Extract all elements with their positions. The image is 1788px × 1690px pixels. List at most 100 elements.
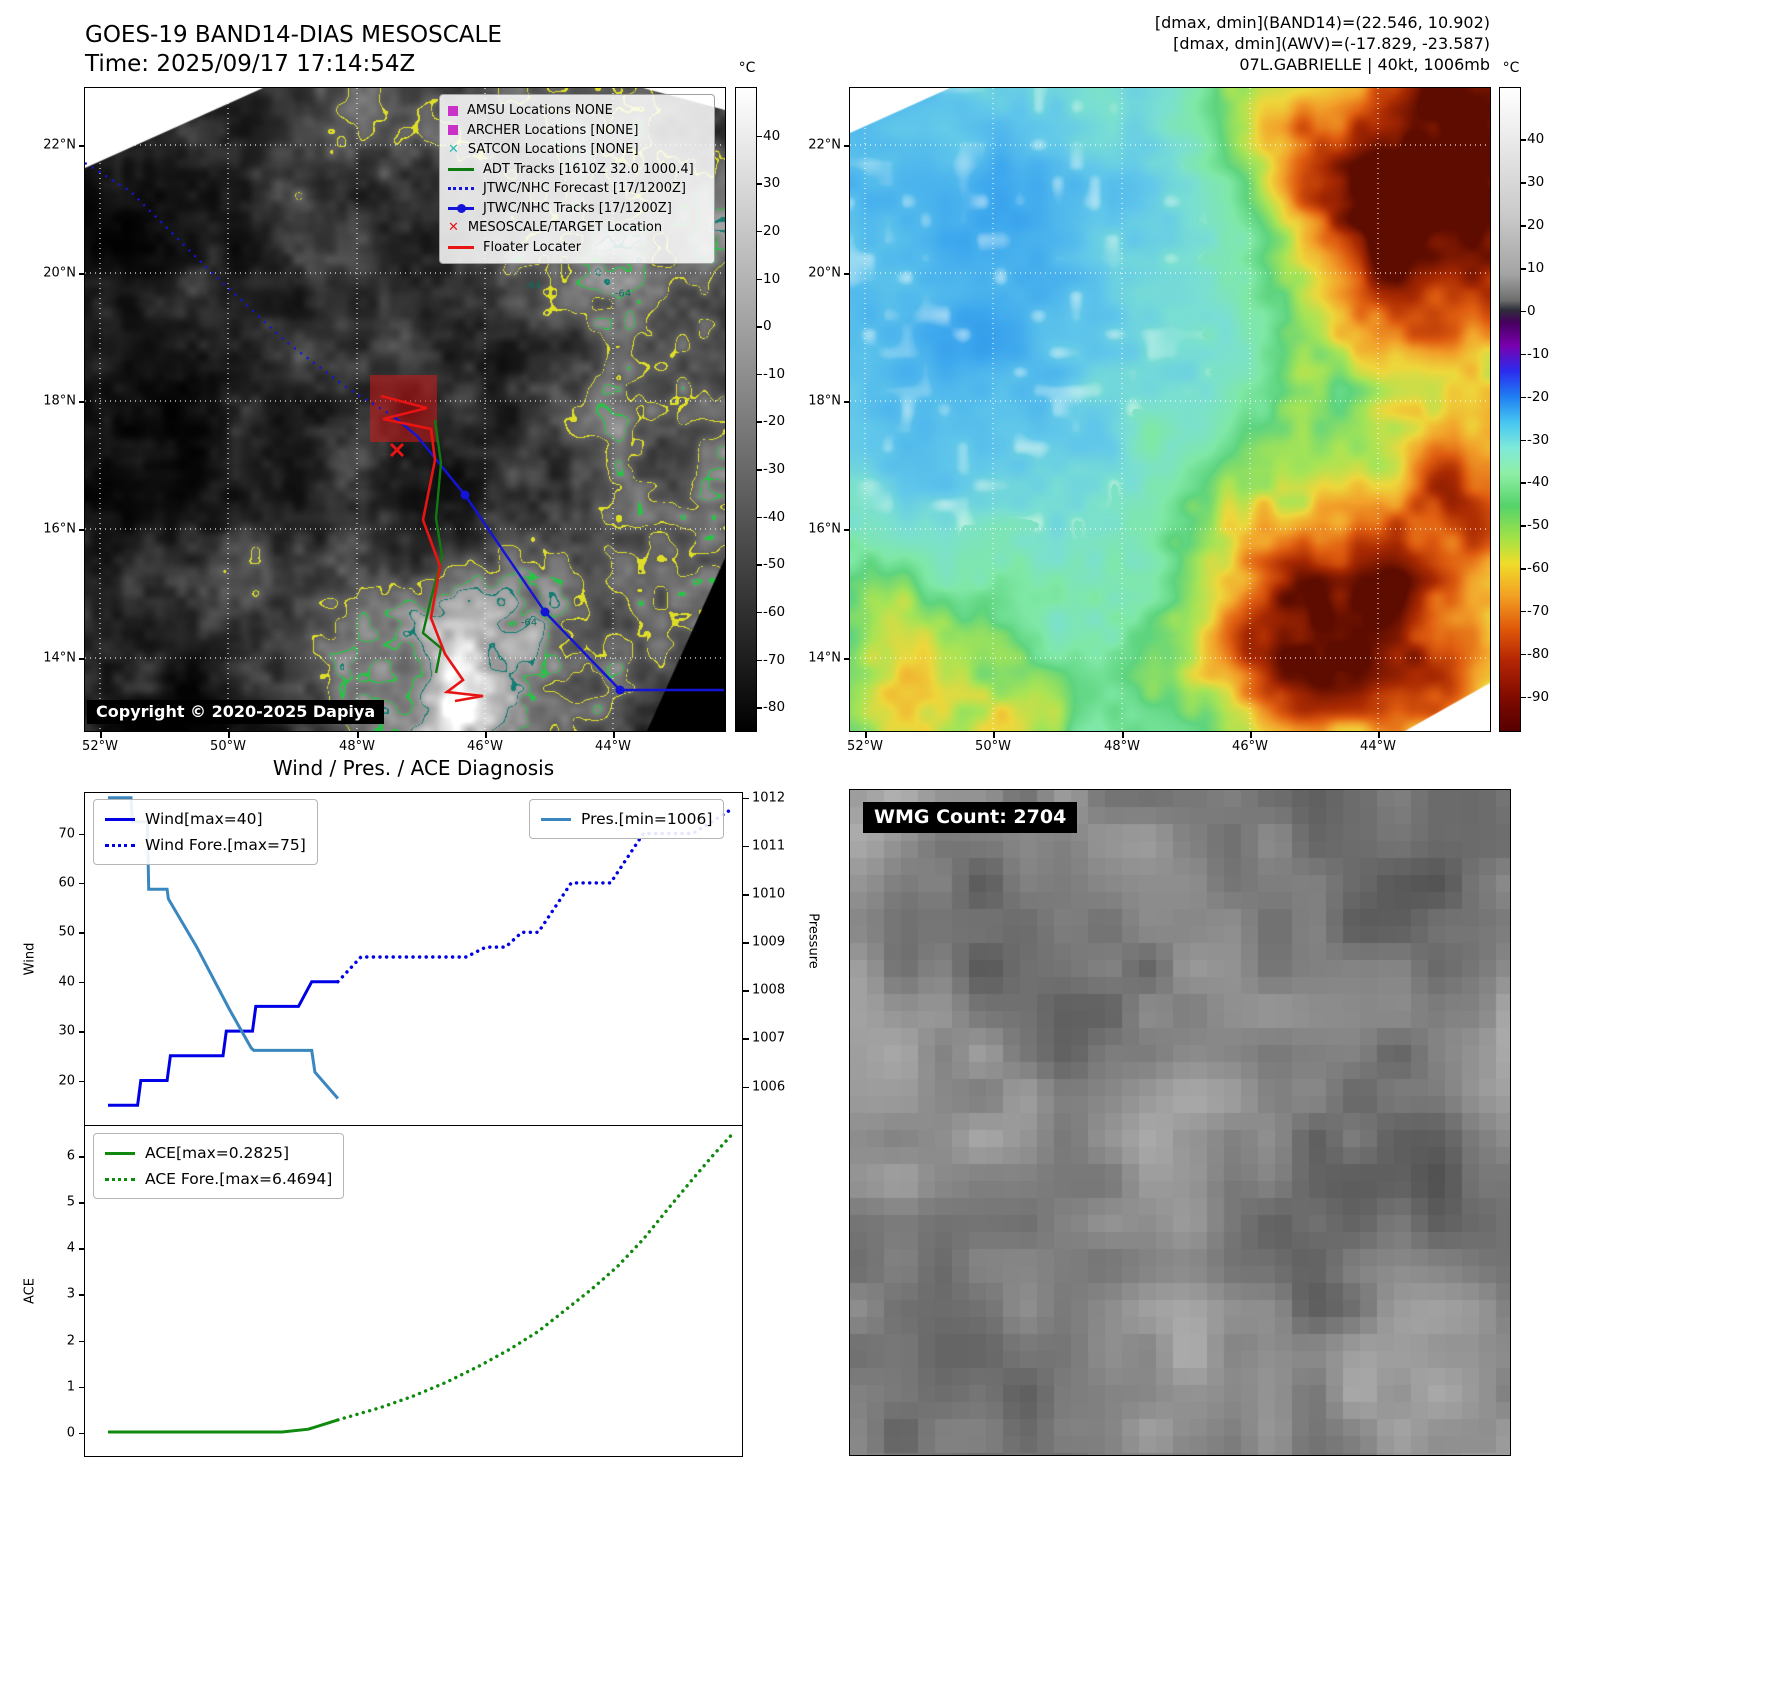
colorbar-tick-mark xyxy=(1521,310,1526,313)
legend-label: ACE Fore.[max=6.4694] xyxy=(145,1170,333,1188)
colorbar-tick-label: -30 xyxy=(1527,431,1550,448)
awv-colorbar-unit: °C xyxy=(1502,60,1520,76)
lat-tick-mark xyxy=(844,529,850,531)
y-tick-label: 5 xyxy=(66,1194,75,1210)
colorbar-tick-mark xyxy=(1521,568,1526,570)
awv-header: [dmax, dmin](BAND14)=(22.546, 10.902) [d… xyxy=(900,12,1490,75)
colorbar-tick-label: 30 xyxy=(1527,174,1545,191)
y-tick-mark xyxy=(79,882,85,885)
colorbar-tick-label: 40 xyxy=(763,127,781,144)
y-tick-mark xyxy=(79,1340,85,1343)
lon-tick-mark xyxy=(1122,732,1124,738)
colorbar-tick-label: -80 xyxy=(1527,645,1550,662)
jtwc-track xyxy=(392,415,724,692)
y-tick-label: 40 xyxy=(58,974,75,990)
colorbar-tick-mark xyxy=(757,278,762,281)
colorbar-tick-label: -40 xyxy=(763,508,786,525)
adt-track xyxy=(421,419,444,674)
y-tick-mark xyxy=(79,1432,85,1435)
colorbar-tick-label: -10 xyxy=(763,365,786,382)
colorbar-tick-mark xyxy=(1521,482,1526,484)
y-tick-mark xyxy=(79,1031,85,1033)
legend-label: Wind[max=40] xyxy=(145,810,263,828)
colorbar-tick-label: -70 xyxy=(1527,602,1550,619)
colorbar-tick-label: -50 xyxy=(1527,517,1550,534)
pressure-axis-label: Pressure xyxy=(805,913,821,969)
y-tick-mark xyxy=(743,845,749,848)
colorbar-tick-label: -90 xyxy=(1527,688,1550,705)
legend-item: Wind Fore.[max=75] xyxy=(105,832,306,858)
y-tick-label: 4 xyxy=(66,1240,75,1256)
colorbar-tick-mark xyxy=(757,326,762,328)
lon-tick-mark xyxy=(485,732,487,738)
ace-legend: ACE[max=0.2825] ACE Fore.[max=6.4694] xyxy=(93,1133,345,1199)
wind-line-swatch xyxy=(105,817,135,821)
map-legend: AMSU Locations NONE ARCHER Locations [NON… xyxy=(439,94,715,264)
colorbar-tick-mark xyxy=(757,135,762,138)
dotted-marker-icon xyxy=(448,187,474,191)
y-tick-label: 1011 xyxy=(752,838,786,854)
y-tick-mark xyxy=(79,1248,85,1250)
lon-tick-mark xyxy=(357,732,359,738)
map-legend-label: JTWC/NHC Forecast [17/1200Z] xyxy=(483,181,686,196)
y-tick-label: 3 xyxy=(66,1286,75,1302)
y-tick-mark xyxy=(743,797,749,800)
map-legend-item: JTWC/NHC Forecast [17/1200Z] xyxy=(448,179,706,199)
colorbar-tick-mark xyxy=(757,373,762,376)
y-tick-mark xyxy=(743,894,749,896)
lon-tick-mark xyxy=(228,732,230,738)
ace-line-swatch xyxy=(105,1151,135,1155)
colorbar-tick-label: -20 xyxy=(1527,388,1550,405)
band14-time: Time: 2025/09/17 17:14:54Z xyxy=(85,51,416,77)
jtwc-track-point xyxy=(615,685,625,695)
lat-tick-label: 22°N xyxy=(43,137,76,153)
lon-tick-label: 46°W xyxy=(467,739,503,754)
line-marker-icon xyxy=(448,167,474,171)
dmax-dmin-awv: [dmax, dmin](AWV)=(-17.829, -23.587) xyxy=(1173,34,1490,53)
colorbar-tick-mark xyxy=(757,421,762,423)
lon-tick-label: 44°W xyxy=(1360,739,1396,754)
line-marker-icon xyxy=(448,245,474,249)
pressure-legend: Pres.[min=1006] xyxy=(529,799,725,839)
contour-value-label: -64 xyxy=(524,280,542,292)
map-legend-label: ARCHER Locations [NONE] xyxy=(467,122,639,138)
dmax-dmin-band14: [dmax, dmin](BAND14)=(22.546, 10.902) xyxy=(1154,13,1490,32)
colorbar-tick-mark xyxy=(1521,653,1526,656)
colorbar-tick-label: -40 xyxy=(1527,474,1550,491)
lon-tick-label: 48°W xyxy=(339,739,375,754)
map-legend-label: AMSU Locations NONE xyxy=(467,103,613,118)
y-tick-label: 50 xyxy=(58,924,75,940)
awv-satellite-image xyxy=(850,88,1490,731)
lat-tick-label: 20°N xyxy=(43,265,76,281)
y-tick-mark xyxy=(743,990,749,992)
y-tick-label: 1 xyxy=(66,1379,75,1395)
band14-map-overlay xyxy=(85,88,725,731)
y-tick-label: 0 xyxy=(66,1425,75,1441)
lon-tick-label: 50°W xyxy=(975,739,1011,754)
colorbar-tick-mark xyxy=(757,659,762,662)
colorbar-tick-mark xyxy=(757,230,762,233)
y-tick-mark xyxy=(79,1386,85,1389)
y-tick-mark xyxy=(79,833,85,835)
map-legend-item: Floater Locater xyxy=(448,238,706,258)
lat-tick-label: 22°N xyxy=(808,137,841,153)
contour-value-label: -64 xyxy=(520,617,538,629)
band14-map: AMSU Locations NONE ARCHER Locations [NON… xyxy=(84,87,726,732)
lat-tick-label: 20°N xyxy=(808,265,841,281)
map-legend-item: AMSU Locations NONE xyxy=(448,101,706,121)
contour-value-label: -64 xyxy=(614,288,632,300)
x-marker-icon: ✕ xyxy=(448,220,459,236)
band14-colorbar xyxy=(735,87,757,732)
lat-tick-label: 18°N xyxy=(43,393,76,409)
wmg-image xyxy=(850,790,1510,1455)
lon-tick-mark xyxy=(1378,732,1380,738)
lon-tick-label: 52°W xyxy=(847,739,883,754)
lat-tick-label: 18°N xyxy=(808,393,841,409)
wind-forecast-swatch xyxy=(105,843,135,847)
lat-tick-mark xyxy=(844,658,850,660)
y-tick-mark xyxy=(743,1038,749,1040)
awv-colorbar xyxy=(1499,87,1521,732)
lon-tick-label: 50°W xyxy=(210,739,246,754)
y-tick-label: 6 xyxy=(66,1148,75,1164)
colorbar-tick-mark xyxy=(1521,139,1526,141)
